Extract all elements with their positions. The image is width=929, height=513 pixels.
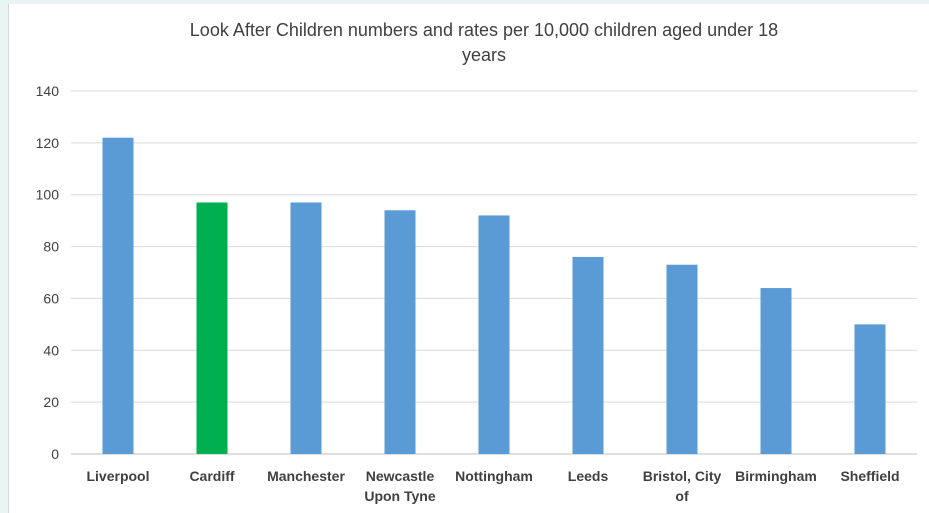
chart-frame: Look After Children numbers and rates pe… [8,4,929,513]
x-tick-label: Leeds [568,468,609,484]
bar-chart: 0 20 40 60 80 100 120 140 Liverpool Cardiff Manche… [36,83,917,504]
x-tick-label: Cardiff [189,468,234,484]
chart-title-line-1: Look After Children numbers and rates pe… [189,20,779,40]
x-tick-label: Nottingham [455,468,533,484]
bar-liverpool [102,137,134,454]
y-tick-label: 80 [43,239,59,255]
y-tick-label: 60 [43,290,59,306]
x-tick-label: Liverpool [86,468,149,484]
bar-newcastle-upon-tyne [384,210,416,454]
bar-leeds [572,256,604,454]
x-tick-label: Newcastle Upon Tyne [364,468,436,504]
x-tick-label: Birmingham [735,468,817,484]
bar-manchester [290,202,322,454]
chart-title-line-2: years [461,45,506,65]
bar-birmingham [760,288,792,454]
chart-title: Look After Children numbers and rates pe… [9,18,929,68]
bar-sheffield [854,324,886,454]
bar-cardiff [196,202,228,454]
y-tick-label: 0 [51,446,59,462]
y-tick-label: 40 [43,342,59,358]
bar-nottingham [478,215,510,454]
y-tick-label: 120 [36,135,60,151]
x-tick-label: Sheffield [840,468,899,484]
y-tick-label: 20 [43,394,59,410]
x-tick-label: Manchester [267,468,345,484]
y-tick-label: 100 [36,187,60,203]
y-tick-label: 140 [36,83,60,99]
x-tick-label: Bristol, City of [643,468,722,504]
bar-bristol-city-of [666,264,698,454]
